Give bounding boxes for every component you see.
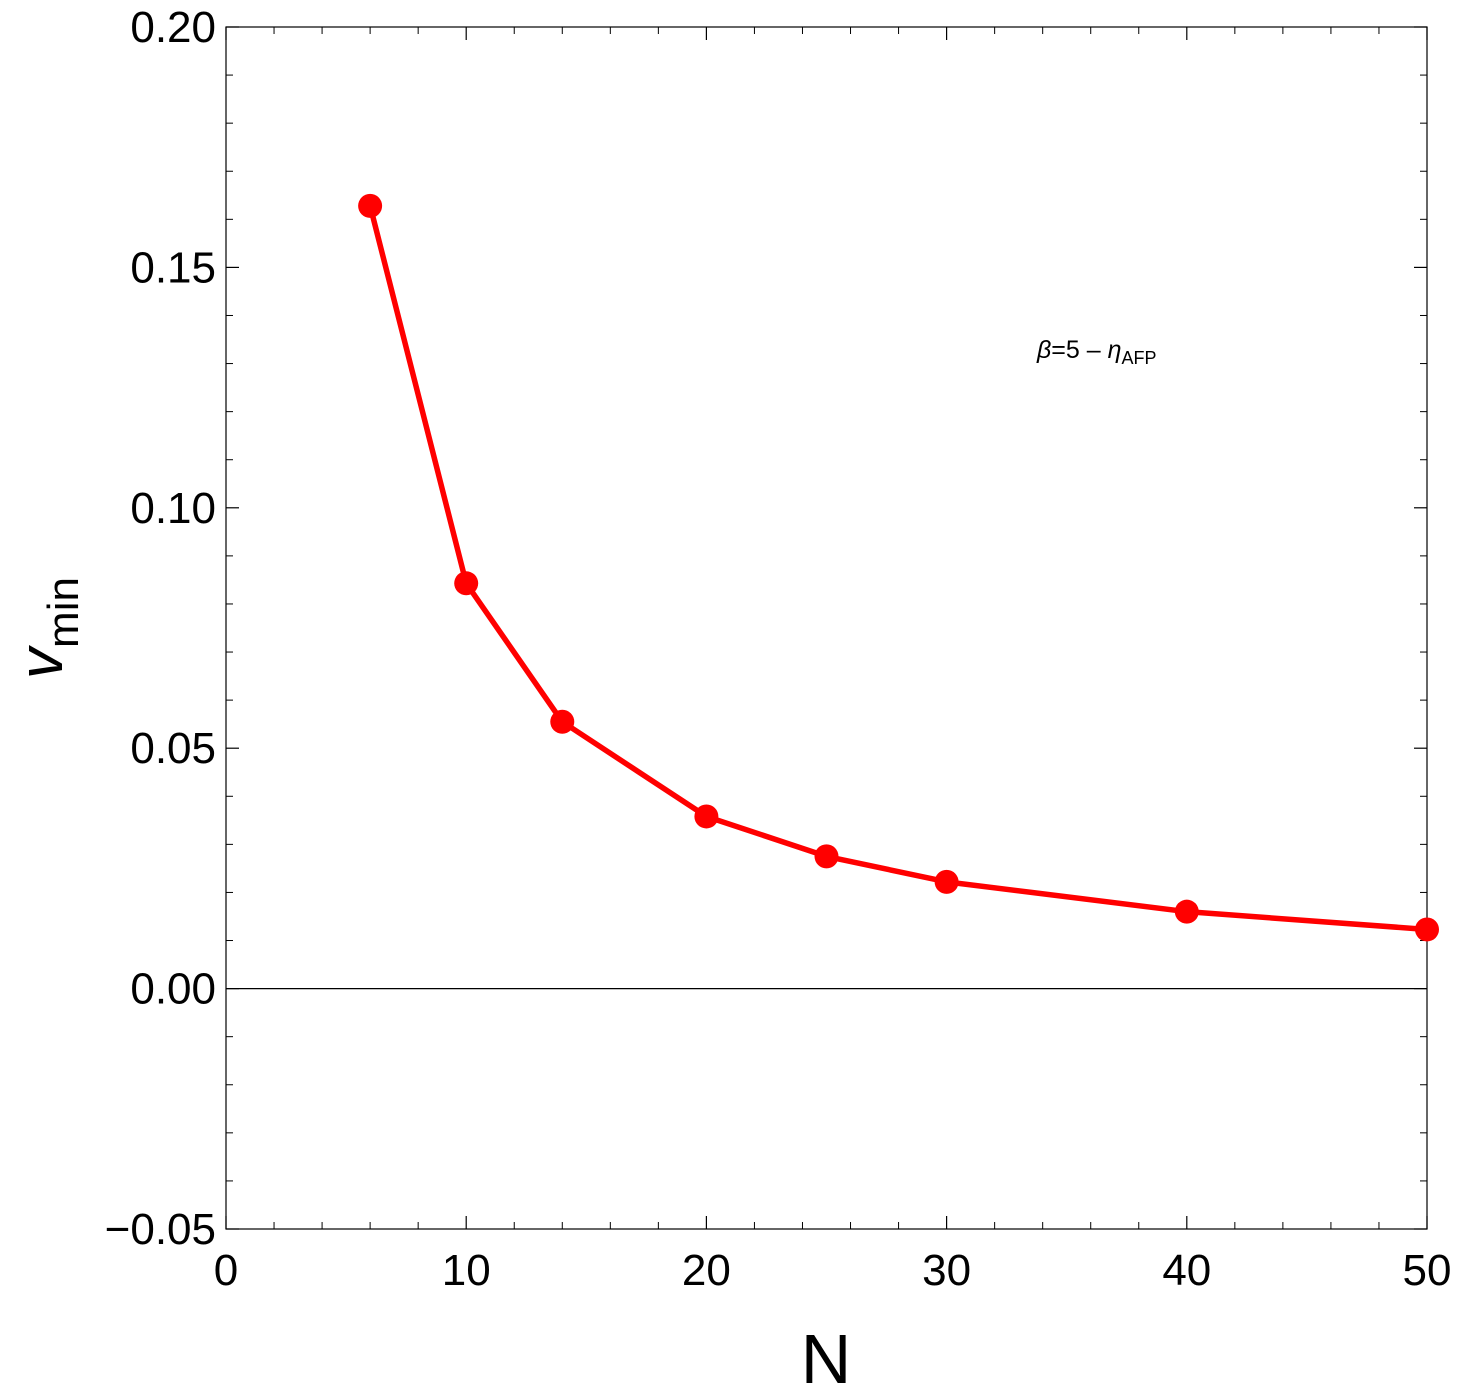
data-point [934, 869, 959, 894]
data-point [694, 804, 719, 829]
y-tick-label: −0.05 [105, 1205, 216, 1254]
annotation-eq: =5 – [1051, 336, 1107, 364]
x-tick-labels: 0 10 20 30 40 50 [214, 1246, 1452, 1295]
y-axis-title-main: v [7, 645, 76, 679]
y-tick-label: 0.00 [130, 965, 216, 1014]
data-point [550, 709, 575, 734]
x-tick-label: 0 [214, 1246, 238, 1295]
data-point [454, 571, 479, 596]
y-axis-title: vmin [7, 577, 88, 679]
y-axis-title-sub: min [39, 577, 88, 648]
y-tick-label: 0.20 [130, 3, 216, 52]
x-tick-label: 30 [922, 1246, 971, 1295]
data-point [814, 844, 839, 869]
x-axis-title: N [801, 1320, 852, 1398]
data-point [1174, 899, 1199, 924]
annotation-sub: AFP [1122, 348, 1157, 368]
annotation-eta: η [1108, 336, 1122, 364]
annotation-label: β=5 – ηAFP [1036, 336, 1157, 368]
data-point [1415, 917, 1439, 942]
y-tick-label: 0.10 [130, 484, 216, 533]
y-tick-label: 0.15 [130, 243, 216, 292]
series-line [367, 205, 1428, 933]
y-tick-label: 0.05 [130, 724, 216, 773]
axis-ticks [225, 26, 1428, 1230]
x-tick-label: 20 [682, 1246, 731, 1295]
x-tick-label: 40 [1162, 1246, 1211, 1295]
y-tick-labels: −0.05 0.00 0.05 0.10 0.15 0.20 [105, 3, 216, 1254]
x-tick-label: 50 [1403, 1246, 1452, 1295]
x-tick-label: 10 [442, 1246, 491, 1295]
plot-frame [225, 26, 1428, 1230]
annotation-beta: β [1036, 336, 1051, 364]
series-group [358, 193, 1439, 942]
data-point [358, 193, 383, 218]
